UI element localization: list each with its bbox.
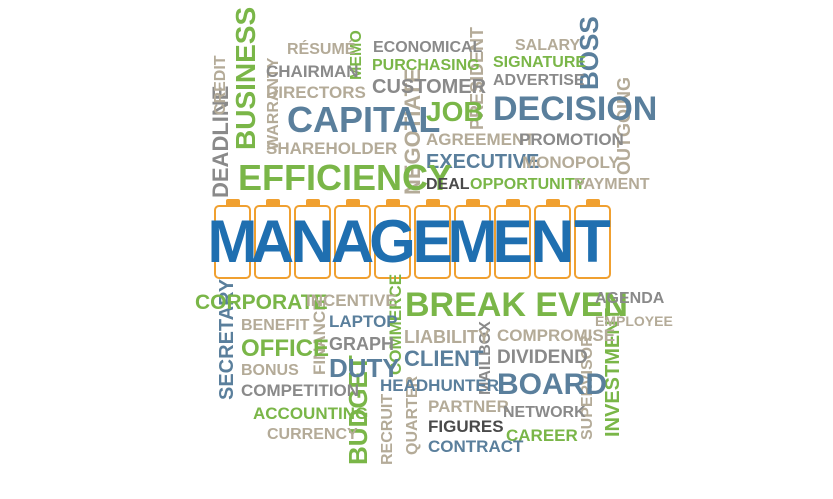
word-client: CLIENT	[404, 346, 484, 371]
title-letter: E	[492, 208, 533, 275]
word-figures: FIGURES	[428, 417, 504, 436]
word-customer: CUSTOMER	[372, 76, 487, 98]
word-break-even: BREAK EVEN	[405, 286, 628, 324]
title-letter-tile: N	[290, 199, 335, 279]
title-letter-tile: T	[574, 199, 611, 279]
word-job: JOB	[426, 96, 484, 127]
title-letter: M	[447, 208, 498, 275]
word-business: BUSINESS	[230, 6, 261, 150]
word-employee: EMPLOYEE	[595, 313, 673, 329]
word-compromise: COMPROMISE	[497, 326, 616, 345]
title-letter-tile: E	[412, 199, 453, 279]
word-resume: RÉSUMÉ	[287, 41, 356, 58]
word-dividend: DIVIDEND	[497, 347, 588, 368]
title-letter: A	[250, 208, 295, 275]
word-payment: PAYMENT	[574, 176, 650, 193]
title-letter: G	[369, 208, 416, 275]
word-laptop: LAPTOP	[329, 312, 398, 331]
word-network: NETWORK	[503, 404, 586, 421]
word-directors: DIRECTORS	[266, 83, 366, 102]
title-letter-tile: A	[330, 199, 375, 279]
word-decision: DECISION	[493, 90, 658, 128]
title-letter: E	[412, 208, 453, 275]
title-letter-tile: M	[448, 199, 498, 279]
title-letter-tile: M	[208, 199, 258, 279]
word-headhunter: HEADHUNTER	[380, 376, 499, 395]
word-capital: CAPITAL	[287, 99, 441, 140]
word-recruit: RECRUIT	[379, 393, 396, 465]
word-salary: SALARY	[515, 37, 581, 54]
word-agreement: AGREEMENT	[426, 130, 535, 149]
word-monopoly: MONOPOLY	[522, 153, 620, 172]
word-competition: COMPETITION	[241, 381, 360, 400]
title-letter-tile: E	[492, 199, 533, 279]
word-advertise: ADVERTISE	[493, 72, 585, 89]
word-economical: ECONOMICAL	[373, 39, 483, 56]
word-agenda: AGENDA	[595, 290, 665, 307]
word-purchasing: PURCHASING	[372, 57, 480, 74]
word-corporate: CORPORATE	[195, 291, 328, 314]
title-letter: N	[530, 208, 575, 275]
word-benefit: BENEFIT	[241, 317, 310, 334]
word-incentive: INCENTIVE	[306, 291, 397, 310]
word-signature: SIGNATURE	[493, 54, 587, 71]
word-executive: EXECUTIVE	[426, 151, 540, 173]
word-promotion: PROMOTION	[519, 130, 624, 149]
word-currency: CURRENCY	[267, 426, 358, 443]
title-letter: T	[574, 208, 611, 275]
word-credit: CREDIT	[212, 55, 229, 115]
word-career: CAREER	[506, 426, 578, 445]
word-opportunity: OPPORTUNITY	[470, 176, 586, 193]
word-bonus: BONUS	[241, 362, 299, 379]
word-deal: DEAL	[426, 176, 470, 193]
word-chairman: CHAIRMAN	[266, 62, 359, 81]
word-accounting: ACCOUNTING	[253, 404, 369, 423]
title-letter: A	[330, 208, 375, 275]
title-letter-tile: G	[369, 199, 416, 279]
word-office: OFFICE	[241, 335, 329, 362]
word-duty: DUTY	[329, 353, 400, 383]
word-shareholder: SHAREHOLDER	[266, 139, 398, 158]
title-letter-tile: A	[250, 199, 295, 279]
title-letter: N	[290, 208, 335, 275]
word-liability: LIABILITY	[404, 327, 490, 347]
title-letter: M	[207, 208, 258, 275]
word-graph: GRAPH	[329, 334, 395, 354]
word-partner: PARTNER	[428, 397, 509, 416]
word-contract: CONTRACT	[428, 437, 524, 456]
title-letter-tile: N	[530, 199, 575, 279]
word-efficiency: EFFICIENCY	[238, 157, 453, 198]
word-board: BOARD	[497, 368, 607, 401]
